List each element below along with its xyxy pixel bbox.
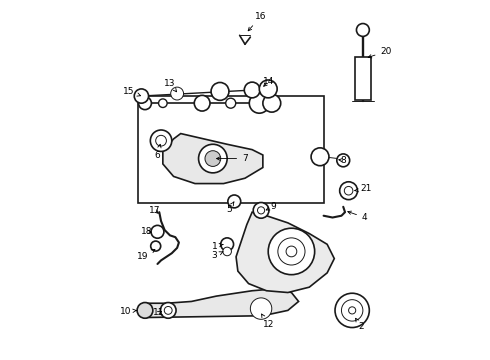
Circle shape bbox=[263, 94, 281, 112]
Circle shape bbox=[137, 302, 153, 318]
Circle shape bbox=[139, 97, 151, 110]
Circle shape bbox=[211, 82, 229, 100]
Circle shape bbox=[356, 23, 369, 36]
Circle shape bbox=[150, 130, 172, 152]
Circle shape bbox=[156, 135, 167, 146]
Circle shape bbox=[245, 82, 260, 98]
Polygon shape bbox=[145, 289, 298, 318]
Circle shape bbox=[348, 307, 356, 314]
Bar bbox=[355, 57, 371, 100]
Circle shape bbox=[220, 238, 234, 251]
Text: 13: 13 bbox=[164, 79, 176, 92]
Circle shape bbox=[278, 238, 305, 265]
Circle shape bbox=[151, 241, 161, 251]
Circle shape bbox=[223, 247, 231, 256]
Circle shape bbox=[311, 148, 329, 166]
Circle shape bbox=[171, 87, 184, 100]
Text: 5: 5 bbox=[226, 202, 234, 214]
Circle shape bbox=[342, 300, 363, 321]
Circle shape bbox=[134, 89, 148, 103]
Circle shape bbox=[205, 151, 220, 166]
Circle shape bbox=[268, 228, 315, 275]
Text: 1: 1 bbox=[212, 242, 223, 251]
Circle shape bbox=[160, 302, 176, 318]
Text: 19: 19 bbox=[137, 249, 155, 261]
Polygon shape bbox=[163, 134, 263, 184]
Circle shape bbox=[344, 186, 353, 195]
Text: 7: 7 bbox=[217, 154, 248, 163]
Text: 14: 14 bbox=[263, 77, 274, 86]
Circle shape bbox=[259, 80, 277, 98]
Text: 2: 2 bbox=[356, 318, 364, 331]
Text: 15: 15 bbox=[123, 87, 141, 96]
Text: 3: 3 bbox=[212, 251, 223, 260]
Text: 10: 10 bbox=[120, 307, 137, 316]
Text: 16: 16 bbox=[248, 12, 267, 31]
Circle shape bbox=[194, 95, 210, 111]
Text: 9: 9 bbox=[266, 202, 276, 211]
Text: 8: 8 bbox=[339, 156, 346, 165]
Text: 17: 17 bbox=[149, 206, 161, 215]
Circle shape bbox=[286, 246, 297, 257]
Circle shape bbox=[228, 195, 241, 208]
Circle shape bbox=[253, 203, 269, 218]
Circle shape bbox=[226, 98, 236, 108]
Circle shape bbox=[198, 144, 227, 173]
Circle shape bbox=[164, 306, 172, 314]
Text: 11: 11 bbox=[153, 309, 164, 318]
Circle shape bbox=[151, 225, 164, 238]
Polygon shape bbox=[236, 212, 334, 293]
Circle shape bbox=[337, 154, 350, 167]
Text: 4: 4 bbox=[348, 211, 368, 222]
Circle shape bbox=[335, 293, 369, 328]
Text: 20: 20 bbox=[368, 47, 392, 58]
Circle shape bbox=[255, 302, 268, 315]
Text: 21: 21 bbox=[355, 184, 372, 193]
Text: 12: 12 bbox=[262, 314, 274, 329]
Circle shape bbox=[159, 99, 167, 108]
Polygon shape bbox=[138, 96, 323, 203]
Text: 6: 6 bbox=[155, 144, 161, 160]
Circle shape bbox=[258, 207, 265, 214]
Circle shape bbox=[249, 93, 270, 113]
Circle shape bbox=[250, 298, 272, 319]
Text: 18: 18 bbox=[141, 227, 152, 236]
Circle shape bbox=[340, 182, 358, 200]
